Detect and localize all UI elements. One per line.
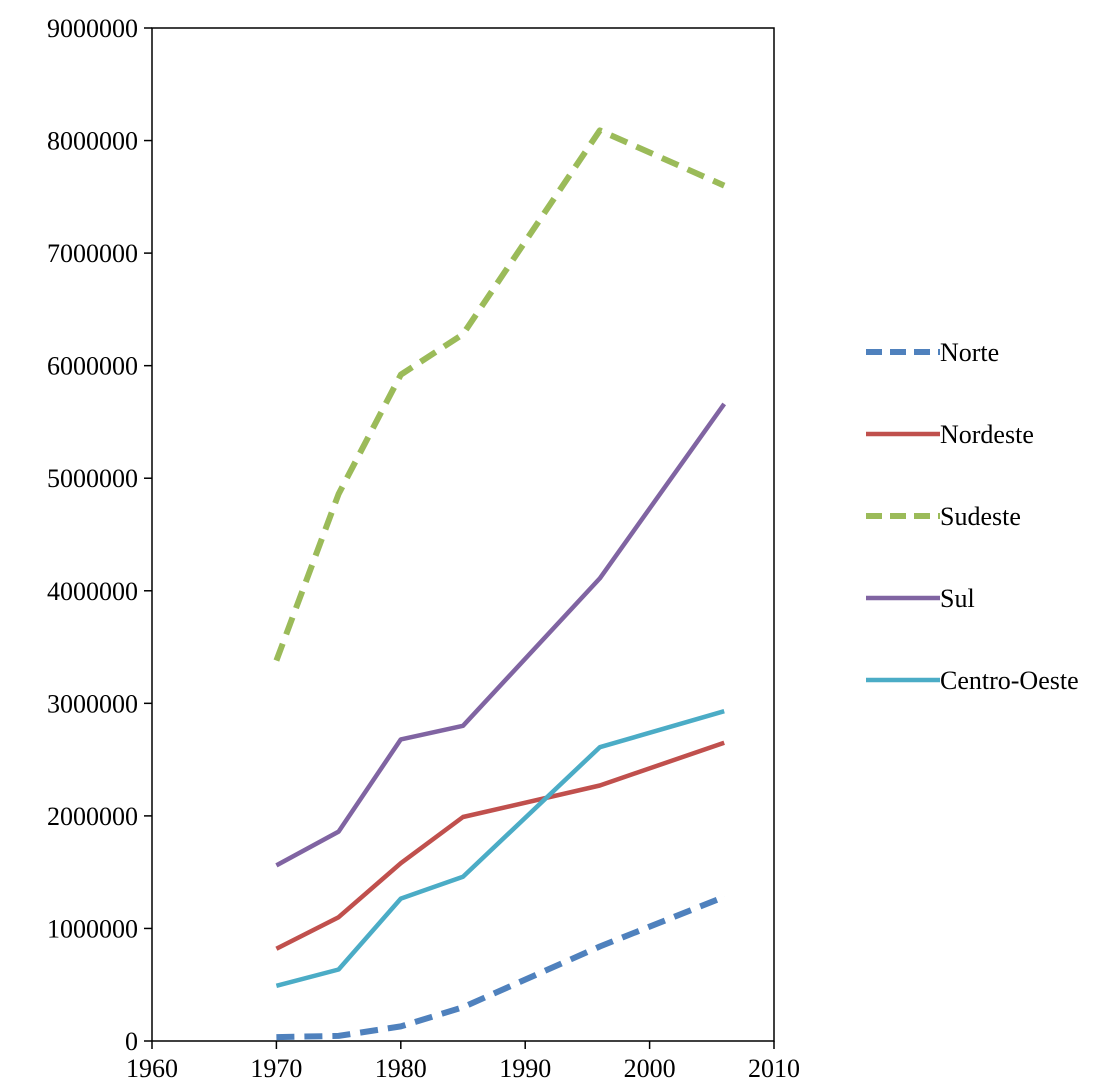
series-line-sudeste [273,127,726,662]
x-tick-label: 1960 [126,1054,178,1083]
x-tick-label: 1990 [499,1054,551,1083]
y-tick-label: 0 [125,1027,138,1056]
legend-label: Nordeste [940,420,1034,449]
y-tick-label: 4000000 [47,577,138,606]
x-tick-label: 1970 [250,1054,302,1083]
y-tick-label: 9000000 [47,14,138,43]
legend-label: Norte [940,338,999,367]
y-tick-label: 5000000 [47,464,138,493]
series-lines [273,127,727,1041]
legend: Norte Nordeste Sudeste Sul Centro-Oeste [866,338,1079,695]
x-axis: 1960 1970 1980 1990 2000 2010 [126,1041,800,1083]
x-tick-label: 2000 [624,1054,676,1083]
series-line-centro-oeste [275,709,725,988]
series-line-nordeste [275,740,725,951]
legend-label: Sul [940,584,975,613]
plot-area [151,27,775,1042]
x-tick-label: 1980 [375,1054,427,1083]
y-tick-label: 7000000 [47,239,138,268]
legend-label: Sudeste [940,502,1021,531]
x-tick-label: 2010 [748,1054,800,1083]
y-tick-label: 2000000 [47,802,138,831]
series-line-sul [275,402,727,868]
y-axis: 0 1000000 2000000 3000000 4000000 5000000 6000… [47,14,152,1056]
y-tick-label: 6000000 [47,352,138,381]
y-tick-label: 1000000 [47,914,138,943]
y-tick-label: 3000000 [47,689,138,718]
y-tick-label: 8000000 [47,127,138,156]
legend-label: Centro-Oeste [940,666,1079,695]
series-line-norte [276,894,726,1041]
